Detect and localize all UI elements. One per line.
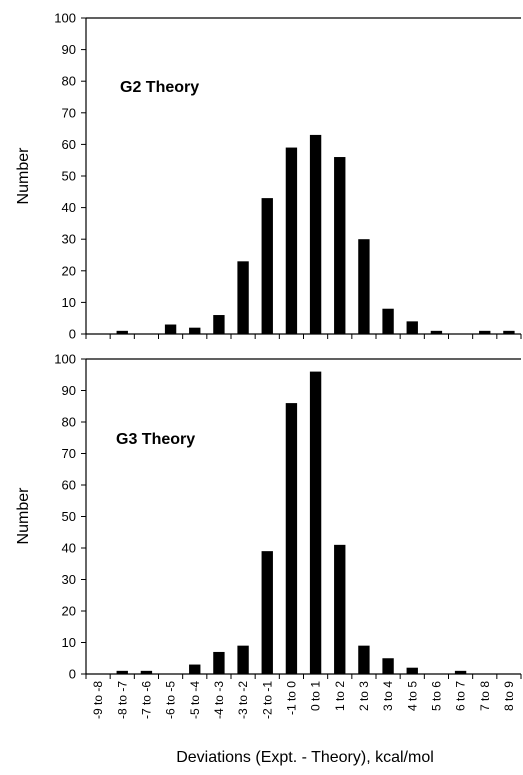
g2-bar--3-to--2 (237, 261, 249, 334)
g3-bar--3-to--2 (237, 645, 249, 674)
g3-y-tick-label: 50 (62, 509, 76, 524)
g2-bar--1-to-0 (285, 147, 298, 334)
x-category-label: 3 to 4 (381, 681, 395, 711)
g3-theory-panel: 0 10 20 30 40 50 60 70 80 90 100 G3 Theory Number (15, 352, 522, 682)
x-category-label: 6 to 7 (454, 681, 468, 711)
x-category-label: 4 to 5 (405, 681, 419, 711)
g2-y-tick-label: 70 (62, 105, 76, 120)
x-axis-category-labels: -9 to -8 -8 to -7 -7 to -6 -6 to -5 -5 to -4… (91, 681, 516, 719)
g3-bar--7-to--6 (140, 670, 153, 674)
g3-y-tick-label: 70 (62, 446, 76, 461)
g3-y-tick-label: 90 (62, 383, 76, 398)
g2-bar-5-to-6 (430, 330, 443, 334)
g2-bar--8-to--7 (116, 330, 128, 334)
g2-bar-8-to-9 (503, 330, 515, 334)
g2-y-tick-label: 10 (62, 295, 76, 310)
g3-bar--5-to--4 (189, 664, 201, 674)
g2-theory-panel: 0 10 20 30 40 50 60 70 80 90 100 G2 Theory Number (15, 11, 522, 342)
g3-y-tick-label: 30 (62, 572, 76, 587)
g2-y-axis-title: Number (15, 147, 32, 205)
g3-y-tick-label: 40 (62, 541, 76, 556)
g3-bar--2-to--1 (261, 551, 273, 674)
g3-bar-6-to-7 (454, 670, 467, 674)
g2-bar--6-to--5 (164, 324, 177, 334)
g2-bar-0-to-1 (309, 134, 322, 334)
g2-y-tick-label: 20 (62, 263, 76, 278)
g3-y-axis-title: Number (15, 487, 32, 545)
x-category-label: -1 to 0 (284, 681, 298, 715)
g2-bar--5-to--4 (189, 327, 201, 334)
x-category-label: 2 to 3 (357, 681, 371, 711)
g2-bar-1-to-2 (334, 157, 346, 334)
x-category-label: -8 to -7 (115, 681, 129, 719)
g3-y-tick-label: 0 (69, 667, 76, 682)
x-axis-title: Deviations (Expt. - Theory), kcal/mol (176, 749, 434, 766)
g3-bar-2-to-3 (358, 645, 370, 674)
g2-y-tick-label: 90 (62, 42, 76, 57)
g3-bar-0-to-1 (309, 371, 322, 674)
g2-y-tick-label: 50 (62, 169, 76, 184)
x-category-label: 1 to 2 (333, 681, 347, 711)
g3-bar--1-to-0 (285, 403, 298, 674)
g2-y-tick-label: 100 (54, 11, 76, 26)
g2-bar-3-to-4 (382, 308, 394, 334)
g2-panel-title: G2 Theory (120, 79, 199, 96)
g2-bar-7-to-8 (479, 330, 491, 334)
x-category-label: 7 to 8 (478, 681, 492, 711)
g3-bar--8-to--7 (116, 670, 128, 674)
g3-bar--4-to--3 (213, 651, 225, 674)
x-category-label: -3 to -2 (236, 681, 250, 719)
x-category-label: 0 to 1 (309, 681, 323, 711)
g3-panel-title: G3 Theory (116, 431, 195, 448)
g2-bar-2-to-3 (358, 239, 370, 334)
g2-y-tick-label: 0 (69, 327, 76, 342)
g3-bar-4-to-5 (406, 667, 418, 674)
x-category-label: -2 to -1 (260, 681, 274, 719)
x-category-label: -6 to -5 (164, 681, 178, 719)
g3-y-tick-label: 80 (62, 415, 76, 430)
g3-bar-3-to-4 (382, 658, 394, 674)
g3-bar-1-to-2 (334, 544, 346, 674)
g2-y-tick-label: 80 (62, 74, 76, 89)
x-category-label: 8 to 9 (502, 681, 516, 711)
g2-bar--2-to--1 (261, 198, 273, 334)
g2-y-tick-label: 40 (62, 200, 76, 215)
g2-bar--4-to--3 (213, 315, 225, 334)
g2-y-tick-label: 30 (62, 232, 76, 247)
x-category-label: -9 to -8 (91, 681, 105, 719)
g2-y-tick-label: 60 (62, 137, 76, 152)
g3-y-tick-label: 20 (62, 604, 76, 619)
x-category-label: -4 to -3 (212, 681, 226, 719)
g3-y-tick-label: 10 (62, 635, 76, 650)
g3-y-tick-label: 60 (62, 478, 76, 493)
x-category-label: -5 to -4 (188, 681, 202, 719)
g3-y-tick-label: 100 (54, 352, 76, 367)
g2-bar-4-to-5 (406, 321, 418, 334)
x-category-label: -7 to -6 (139, 681, 153, 719)
x-category-label: 5 to 6 (429, 681, 443, 711)
